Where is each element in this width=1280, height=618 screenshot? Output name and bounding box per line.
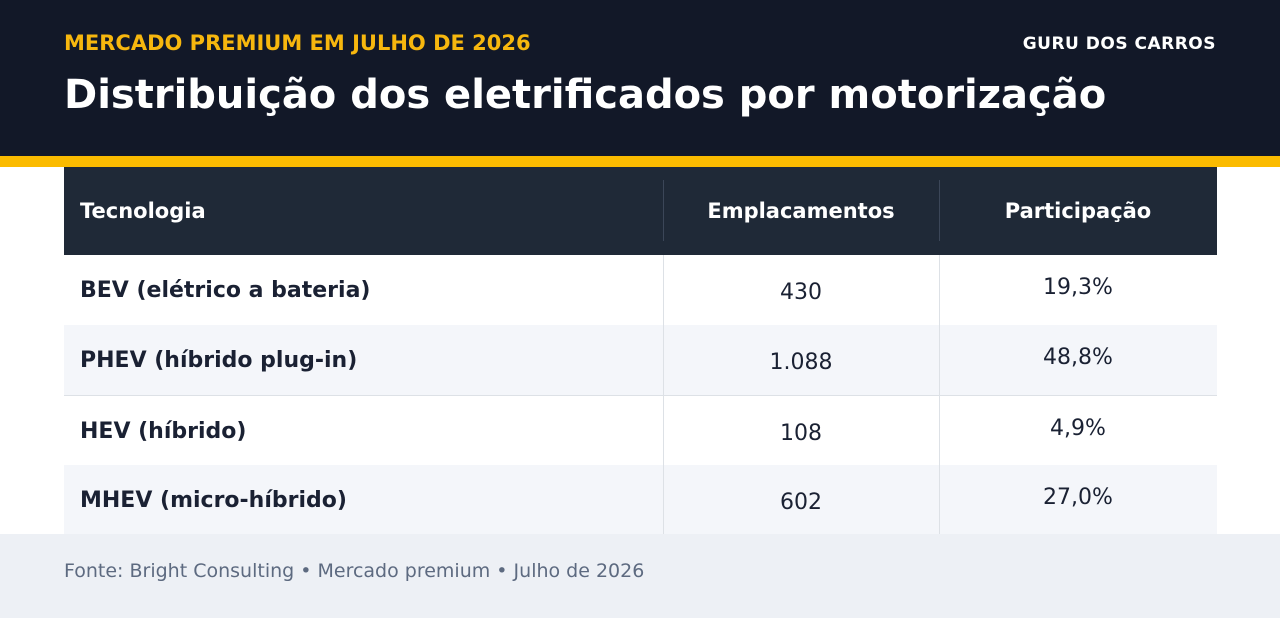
column-header-tecnologia: Tecnologia bbox=[80, 199, 206, 223]
accent-bar bbox=[0, 156, 1280, 167]
cell-emplacamentos: 108 bbox=[780, 420, 822, 446]
header: MERCADO PREMIUM EM JULHO DE 2026 GURU DO… bbox=[0, 0, 1280, 156]
cell-tecnologia: PHEV (híbrido plug-in) bbox=[80, 347, 358, 373]
header-divider bbox=[939, 180, 940, 241]
cell-tecnologia: HEV (híbrido) bbox=[80, 418, 247, 444]
table-row: PHEV (híbrido plug-in) 1.088 48,8% bbox=[64, 325, 1217, 395]
cell-participacao: 19,3% bbox=[1043, 274, 1113, 300]
brand-name: GURU DOS CARROS bbox=[1022, 34, 1216, 54]
footer: Fonte: Bright Consulting • Mercado premi… bbox=[0, 534, 1280, 618]
column-header-emplacamentos: Emplacamentos bbox=[707, 199, 895, 223]
cell-emplacamentos: 602 bbox=[780, 489, 822, 515]
table-row: MHEV (micro-híbrido) 602 27,0% bbox=[64, 465, 1217, 535]
cell-tecnologia: BEV (elétrico a bateria) bbox=[80, 277, 371, 303]
table-row: BEV (elétrico a bateria) 430 19,3% bbox=[64, 255, 1217, 325]
cell-participacao: 4,9% bbox=[1050, 415, 1106, 441]
column-divider bbox=[663, 255, 664, 534]
cell-emplacamentos: 1.088 bbox=[769, 349, 833, 375]
table-header: Tecnologia Emplacamentos Participação bbox=[64, 167, 1217, 255]
cell-tecnologia: MHEV (micro-híbrido) bbox=[80, 487, 347, 513]
cell-participacao: 27,0% bbox=[1043, 484, 1113, 510]
cell-emplacamentos: 430 bbox=[780, 279, 822, 305]
kicker: MERCADO PREMIUM EM JULHO DE 2026 bbox=[64, 31, 531, 55]
page-title: Distribuição dos eletrificados por motor… bbox=[64, 72, 1107, 118]
cell-participacao: 48,8% bbox=[1043, 344, 1113, 370]
header-divider bbox=[663, 180, 664, 241]
source-note: Fonte: Bright Consulting • Mercado premi… bbox=[64, 560, 645, 582]
table-row: HEV (híbrido) 108 4,9% bbox=[64, 395, 1217, 465]
data-table: Tecnologia Emplacamentos Participação BE… bbox=[64, 167, 1217, 535]
column-divider bbox=[939, 255, 940, 534]
column-header-participacao: Participação bbox=[1004, 199, 1152, 223]
